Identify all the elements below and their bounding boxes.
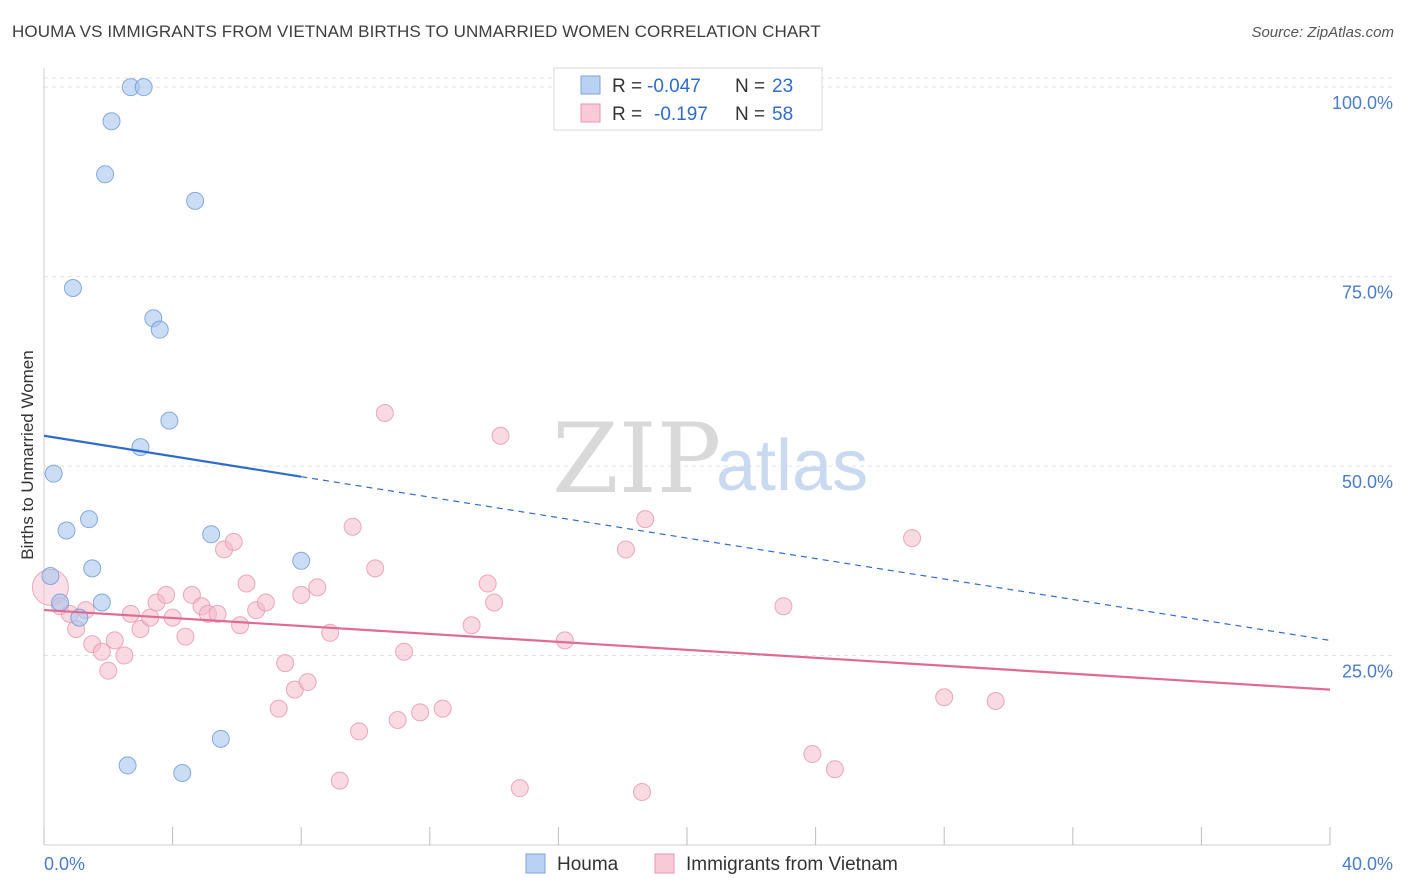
houma-point — [186, 191, 205, 210]
stats-legend: R = -0.047 N = 23 R = -0.197 N = 58 — [553, 67, 823, 131]
vietnam-point — [208, 604, 227, 623]
houma-point — [202, 525, 221, 544]
vietnam-point — [99, 661, 118, 680]
axes — [43, 68, 1331, 846]
y-tick-label-50: 50.0% — [1342, 472, 1393, 492]
watermark: ZIP atlas — [552, 403, 868, 515]
houma-point — [51, 593, 70, 612]
vietnam-point — [269, 699, 288, 718]
vietnam-point — [485, 593, 504, 612]
houma-point — [44, 464, 63, 483]
houma-point — [83, 559, 102, 578]
vietnam-point — [491, 426, 510, 445]
vietnam-point — [433, 699, 452, 718]
source-label: Source: ZipAtlas.com — [1251, 24, 1394, 41]
vietnam-point — [903, 529, 922, 548]
vietnam-point — [330, 771, 349, 790]
vietnam-point — [632, 782, 651, 801]
vietnam-point — [636, 510, 655, 529]
vietnam-point — [298, 673, 317, 692]
vietnam-point — [256, 593, 275, 612]
vietnam-point — [115, 646, 134, 665]
vietnam-point — [411, 703, 430, 722]
houma-point — [173, 764, 192, 783]
vietnam-point — [92, 642, 111, 661]
houma-trend-solid — [43, 434, 302, 478]
legend-swatch-vietnam — [654, 853, 675, 874]
vietnam-point — [375, 404, 394, 423]
stats-n-label-vietnam: N = — [735, 104, 765, 125]
houma-point — [211, 729, 230, 748]
vietnam-point — [121, 604, 140, 623]
y-tick-label-100: 100.0% — [1332, 93, 1393, 113]
vietnam-point — [350, 722, 369, 741]
y-axis-label: Births to Unmarried Women — [18, 350, 37, 559]
houma-point — [92, 593, 111, 612]
vietnam-point — [462, 616, 481, 635]
vietnam-point — [105, 631, 124, 650]
houma-point — [96, 165, 115, 184]
vietnam-point — [935, 688, 954, 707]
stats-swatch-vietnam — [580, 103, 601, 123]
grid — [44, 77, 1392, 657]
vietnam-point — [231, 616, 250, 635]
houma-point — [118, 756, 137, 775]
houma-point — [80, 510, 99, 529]
vietnam-point — [276, 654, 295, 673]
trend-lines — [43, 434, 1331, 691]
vietnam-point — [803, 745, 822, 764]
stats-r-label-houma: R = — [612, 76, 642, 97]
vietnam-point — [237, 574, 256, 593]
stats-r-label-vietnam: R = — [612, 104, 642, 125]
vietnam-point — [224, 532, 243, 551]
legend-label-houma: Houma — [557, 854, 619, 875]
vietnam-point — [616, 540, 635, 559]
houma-point — [160, 411, 179, 430]
vietnam-point — [176, 627, 195, 646]
x-tick-labels: 0.0% 40.0% — [44, 854, 1393, 874]
vietnam-point — [308, 578, 327, 597]
houma-point — [292, 551, 311, 570]
vietnam-point — [292, 585, 311, 604]
stats-r-value-vietnam: -0.197 — [654, 104, 708, 125]
chart-title: HOUMA VS IMMIGRANTS FROM VIETNAM BIRTHS … — [12, 22, 821, 41]
vietnam-point — [157, 585, 176, 604]
stats-r-value-houma: -0.047 — [647, 76, 701, 97]
stats-n-value-houma: 23 — [772, 76, 793, 97]
houma-point — [150, 320, 169, 339]
series-houma-points — [41, 78, 311, 783]
y-tick-labels: 25.0% 50.0% 75.0% 100.0% — [1332, 93, 1393, 681]
legend-swatch-houma — [525, 853, 546, 874]
vietnam-point — [986, 692, 1005, 711]
stats-n-value-vietnam: 58 — [772, 104, 793, 125]
series-legend: Houma Immigrants from Vietnam — [525, 853, 898, 875]
houma-point — [63, 278, 82, 297]
y-tick-label-25: 25.0% — [1342, 662, 1393, 682]
vietnam-point — [343, 517, 362, 536]
vietnam-point — [388, 710, 407, 729]
y-tick-label-75: 75.0% — [1342, 283, 1393, 303]
vietnam-trend-line — [43, 608, 1331, 691]
houma-point — [41, 566, 60, 585]
watermark-zip: ZIP — [552, 403, 721, 515]
stats-n-label-houma: N = — [735, 76, 765, 97]
vietnam-point — [510, 779, 529, 798]
houma-point — [134, 78, 153, 97]
vietnam-point — [395, 642, 414, 661]
vietnam-point — [825, 760, 844, 779]
vietnam-point — [774, 597, 793, 616]
watermark-atlas: atlas — [716, 426, 868, 506]
houma-trend-dashed — [301, 476, 1331, 641]
x-tick-label-min: 0.0% — [44, 854, 85, 874]
stats-swatch-houma — [580, 75, 601, 95]
vietnam-point — [366, 559, 385, 578]
legend-label-vietnam: Immigrants from Vietnam — [686, 854, 898, 875]
houma-point — [57, 521, 76, 540]
houma-point — [102, 112, 121, 131]
vietnam-point — [478, 574, 497, 593]
x-tick-label-max: 40.0% — [1342, 854, 1393, 874]
vietnam-point — [555, 631, 574, 650]
